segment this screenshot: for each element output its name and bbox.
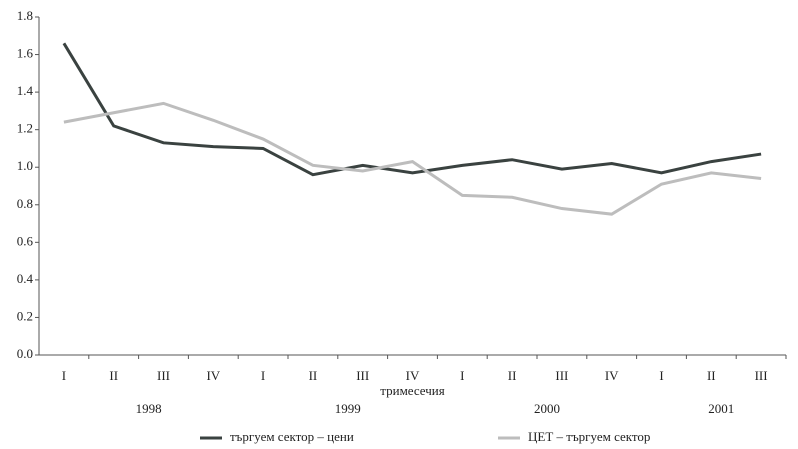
y-tick-label: 1.8 (17, 8, 33, 23)
legend-label: ЦЕТ – търгуем сектор (528, 429, 650, 444)
y-tick-label: 1.6 (17, 46, 34, 61)
x-tick-label: II (109, 368, 118, 383)
y-tick-label: 0.4 (17, 271, 34, 286)
group-label: 1998 (136, 401, 162, 416)
x-tick-label: I (659, 368, 663, 383)
group-label: 2001 (708, 401, 734, 416)
y-tick-label: 1.0 (17, 158, 33, 173)
x-tick-label: II (508, 368, 517, 383)
x-axis-label: тримесечия (380, 383, 444, 398)
x-tick-label: III (356, 368, 369, 383)
y-tick-label: 0.0 (17, 346, 33, 361)
x-tick-label: III (555, 368, 568, 383)
x-tick-label: II (707, 368, 716, 383)
group-label: 1999 (335, 401, 361, 416)
y-tick-label: 1.2 (17, 121, 33, 136)
x-tick-label: III (755, 368, 768, 383)
x-tick-label: II (309, 368, 318, 383)
x-tick-label: I (460, 368, 464, 383)
group-label: 2000 (534, 401, 560, 416)
legend-label: търгуем сектор – цени (230, 429, 354, 444)
line-series (63, 101, 762, 216)
line-series (62, 42, 762, 177)
x-tick-label: I (261, 368, 265, 383)
y-tick-label: 1.4 (17, 83, 34, 98)
y-tick-label: 0.8 (17, 196, 33, 211)
x-tick-label: IV (406, 368, 420, 383)
y-tick-label: 0.6 (17, 233, 34, 248)
x-tick-label: I (62, 368, 66, 383)
x-tick-label: IV (206, 368, 220, 383)
x-tick-label: III (157, 368, 170, 383)
y-tick-label: 0.2 (17, 308, 33, 323)
x-tick-label: IV (605, 368, 619, 383)
